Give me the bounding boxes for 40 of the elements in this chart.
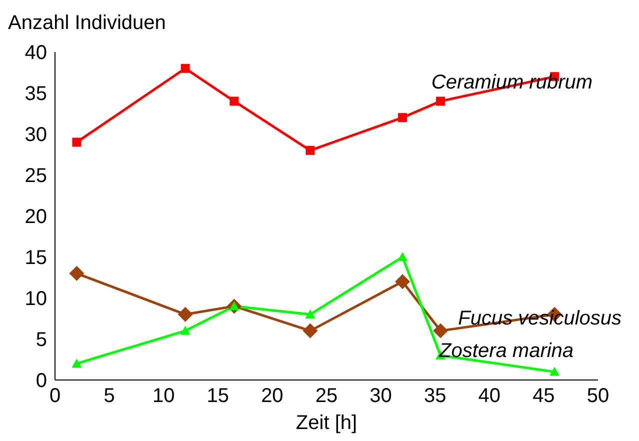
y-tick-label: 25 (24, 165, 47, 188)
point (436, 96, 446, 106)
y-tick-label: 35 (24, 83, 47, 106)
x-tick-label: 15 (206, 385, 230, 408)
x-axis-title: Zeit [h] (296, 412, 358, 434)
point (398, 113, 408, 122)
point (180, 326, 190, 335)
y-tick-label: 15 (24, 247, 47, 270)
series-label: Fucus vesiculosus (458, 307, 622, 330)
point (550, 366, 560, 376)
x-tick-label: 20 (261, 385, 284, 408)
y-tick-label: 20 (24, 206, 47, 228)
x-tick-label: 35 (424, 385, 446, 408)
y-tick-label: 5 (36, 329, 47, 352)
x-tick-label: 30 (370, 385, 392, 408)
x-tick-label: 25 (315, 385, 338, 408)
point (69, 266, 84, 281)
series-label: Zostera marina (438, 340, 574, 362)
point (398, 252, 408, 261)
x-tick-label: 45 (532, 385, 555, 408)
point (178, 306, 193, 322)
point (72, 358, 82, 368)
point (395, 274, 410, 290)
y-tick-label: 10 (24, 288, 47, 310)
y-tick-label: 30 (24, 124, 47, 146)
x-tick-label: 10 (152, 385, 175, 408)
y-tick-label: 0 (36, 370, 47, 392)
point (180, 64, 190, 73)
point (230, 96, 239, 106)
series-label: Ceramium rubrum (431, 72, 593, 94)
point (305, 309, 316, 318)
x-tick-label: 40 (478, 385, 501, 408)
point (433, 323, 448, 338)
x-tick-label: 50 (586, 385, 610, 408)
point (302, 323, 318, 338)
point (306, 146, 315, 155)
y-axis-title: Anzahl Individuen (8, 12, 166, 35)
x-tick-label: 5 (104, 385, 115, 408)
point (72, 138, 82, 147)
y-tick-label: 40 (24, 42, 47, 64)
